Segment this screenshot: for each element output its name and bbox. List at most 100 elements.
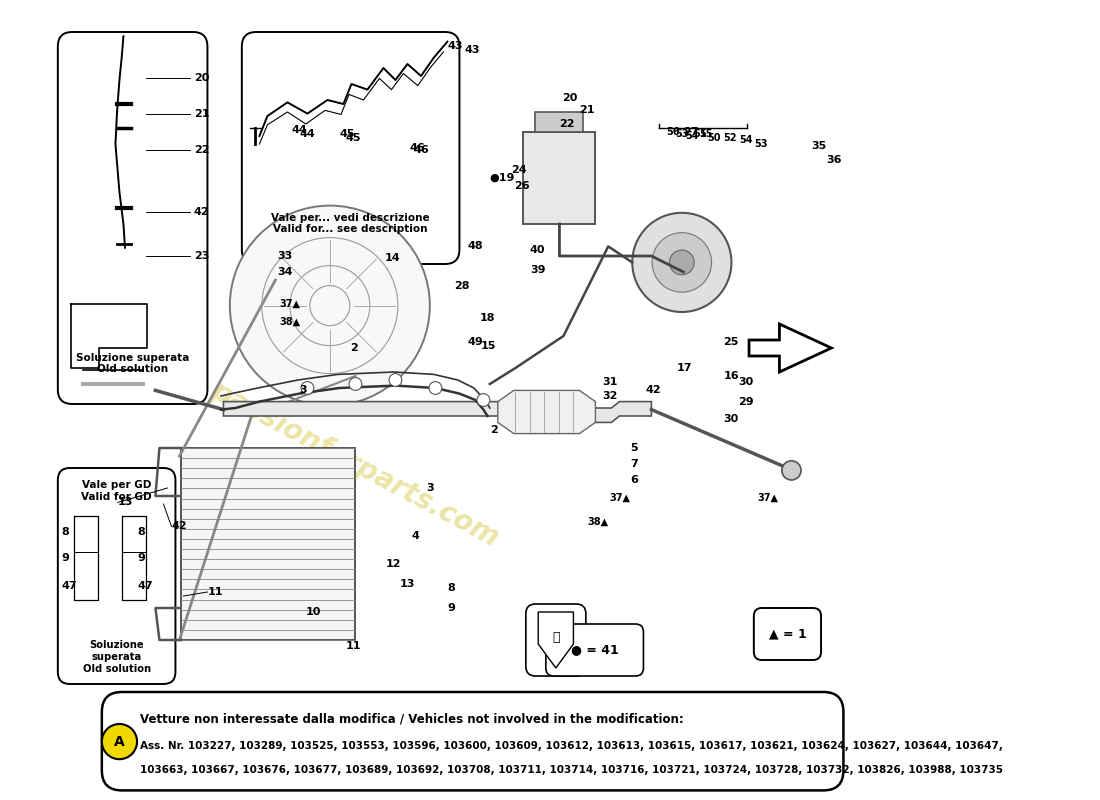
Text: 27: 27 <box>683 127 698 137</box>
Circle shape <box>102 724 138 759</box>
Text: 29: 29 <box>738 397 754 406</box>
Text: 55: 55 <box>700 130 713 139</box>
Text: 37▲: 37▲ <box>757 493 778 502</box>
Text: 50: 50 <box>707 133 721 142</box>
Text: 15: 15 <box>481 341 496 350</box>
Circle shape <box>652 233 712 292</box>
Circle shape <box>429 382 442 394</box>
Circle shape <box>632 213 732 312</box>
Circle shape <box>349 378 362 390</box>
Text: 43: 43 <box>448 42 463 51</box>
Text: 56: 56 <box>666 127 680 137</box>
Text: 37▲: 37▲ <box>279 299 300 309</box>
Text: 11: 11 <box>208 587 223 597</box>
Text: 9: 9 <box>138 554 145 563</box>
Polygon shape <box>498 390 595 434</box>
Circle shape <box>477 394 490 406</box>
Text: 24: 24 <box>512 165 527 174</box>
Text: 46: 46 <box>412 146 429 155</box>
Text: 2: 2 <box>350 343 358 353</box>
Text: 30: 30 <box>724 414 739 424</box>
FancyBboxPatch shape <box>546 624 644 676</box>
Text: A: A <box>114 734 124 749</box>
Text: 37▲: 37▲ <box>609 493 630 502</box>
Text: 14: 14 <box>385 253 400 262</box>
Text: 21: 21 <box>194 109 209 118</box>
Text: Soluzione
superata
Old solution: Soluzione superata Old solution <box>82 640 151 674</box>
Text: 54: 54 <box>685 131 698 141</box>
Text: Vale per GD
Valid for GD: Vale per GD Valid for GD <box>81 480 152 502</box>
Text: 30: 30 <box>738 378 754 387</box>
Text: 43: 43 <box>464 45 480 54</box>
Text: Vale per... vedi descrizione
Valid for... see description: Vale per... vedi descrizione Valid for..… <box>272 213 430 234</box>
FancyBboxPatch shape <box>102 692 844 790</box>
Text: 42: 42 <box>172 522 187 531</box>
Text: 44: 44 <box>292 125 307 134</box>
Text: 9: 9 <box>448 603 455 613</box>
Text: Vetture non interessate dalla modifica / Vehicles not involved in the modificati: Vetture non interessate dalla modifica /… <box>140 713 684 726</box>
Text: 16: 16 <box>724 371 739 381</box>
FancyBboxPatch shape <box>754 608 821 660</box>
Bar <box>524 132 595 224</box>
Text: 8: 8 <box>138 527 145 537</box>
Text: 4: 4 <box>411 531 419 541</box>
Text: 32: 32 <box>602 391 617 401</box>
Text: 34: 34 <box>277 267 293 277</box>
Text: 5: 5 <box>630 443 638 453</box>
Bar <box>536 112 583 132</box>
Text: 52: 52 <box>724 133 737 142</box>
Text: 51: 51 <box>693 130 706 139</box>
FancyBboxPatch shape <box>58 32 208 404</box>
Circle shape <box>389 374 402 386</box>
FancyBboxPatch shape <box>58 468 175 684</box>
Text: 21: 21 <box>580 106 595 115</box>
Text: Soluzione superata
Old solution: Soluzione superata Old solution <box>76 353 189 374</box>
Text: 9: 9 <box>60 554 69 563</box>
Text: ●19: ●19 <box>490 173 515 182</box>
Text: 47: 47 <box>138 581 154 590</box>
Text: 45: 45 <box>340 130 355 139</box>
Text: 20: 20 <box>194 74 209 83</box>
Circle shape <box>301 382 314 394</box>
Circle shape <box>230 206 430 406</box>
Text: 18: 18 <box>480 314 495 323</box>
Bar <box>182 448 355 640</box>
FancyBboxPatch shape <box>526 604 586 676</box>
Text: 22: 22 <box>560 119 575 129</box>
Text: 7: 7 <box>630 459 638 469</box>
Text: 48: 48 <box>468 242 483 251</box>
Text: 8: 8 <box>448 583 455 593</box>
Text: 103663, 103667, 103676, 103677, 103689, 103692, 103708, 103711, 103714, 103716, : 103663, 103667, 103676, 103677, 103689, … <box>140 765 1003 774</box>
Text: 47: 47 <box>60 581 77 590</box>
Text: 31: 31 <box>602 378 617 387</box>
Text: passionforparts.com: passionforparts.com <box>207 376 504 552</box>
Text: 20: 20 <box>562 93 578 102</box>
Text: 13: 13 <box>399 579 415 589</box>
Text: ▲ = 1: ▲ = 1 <box>769 627 806 641</box>
Polygon shape <box>538 612 573 668</box>
Text: 53: 53 <box>675 130 689 139</box>
Circle shape <box>670 250 694 274</box>
Text: 13: 13 <box>118 498 133 507</box>
Text: 2: 2 <box>490 426 497 435</box>
Text: 8: 8 <box>60 527 69 537</box>
Text: 42: 42 <box>194 207 209 217</box>
Text: 49: 49 <box>468 338 483 347</box>
FancyBboxPatch shape <box>242 32 460 264</box>
Text: 25: 25 <box>724 338 739 347</box>
Text: 🐴: 🐴 <box>552 631 560 644</box>
Text: 36: 36 <box>826 155 842 165</box>
Text: 38▲: 38▲ <box>279 317 300 326</box>
Text: 44: 44 <box>299 130 316 139</box>
Text: 3: 3 <box>426 483 433 493</box>
Text: 12: 12 <box>386 559 402 569</box>
Polygon shape <box>749 324 832 372</box>
Text: 23: 23 <box>194 251 209 261</box>
Text: 53: 53 <box>754 139 768 149</box>
Text: 17: 17 <box>676 363 693 373</box>
Circle shape <box>782 461 801 480</box>
Text: 39: 39 <box>530 266 546 275</box>
Text: 54: 54 <box>739 135 752 145</box>
Text: 46: 46 <box>410 143 426 153</box>
Text: ● = 41: ● = 41 <box>571 643 618 657</box>
